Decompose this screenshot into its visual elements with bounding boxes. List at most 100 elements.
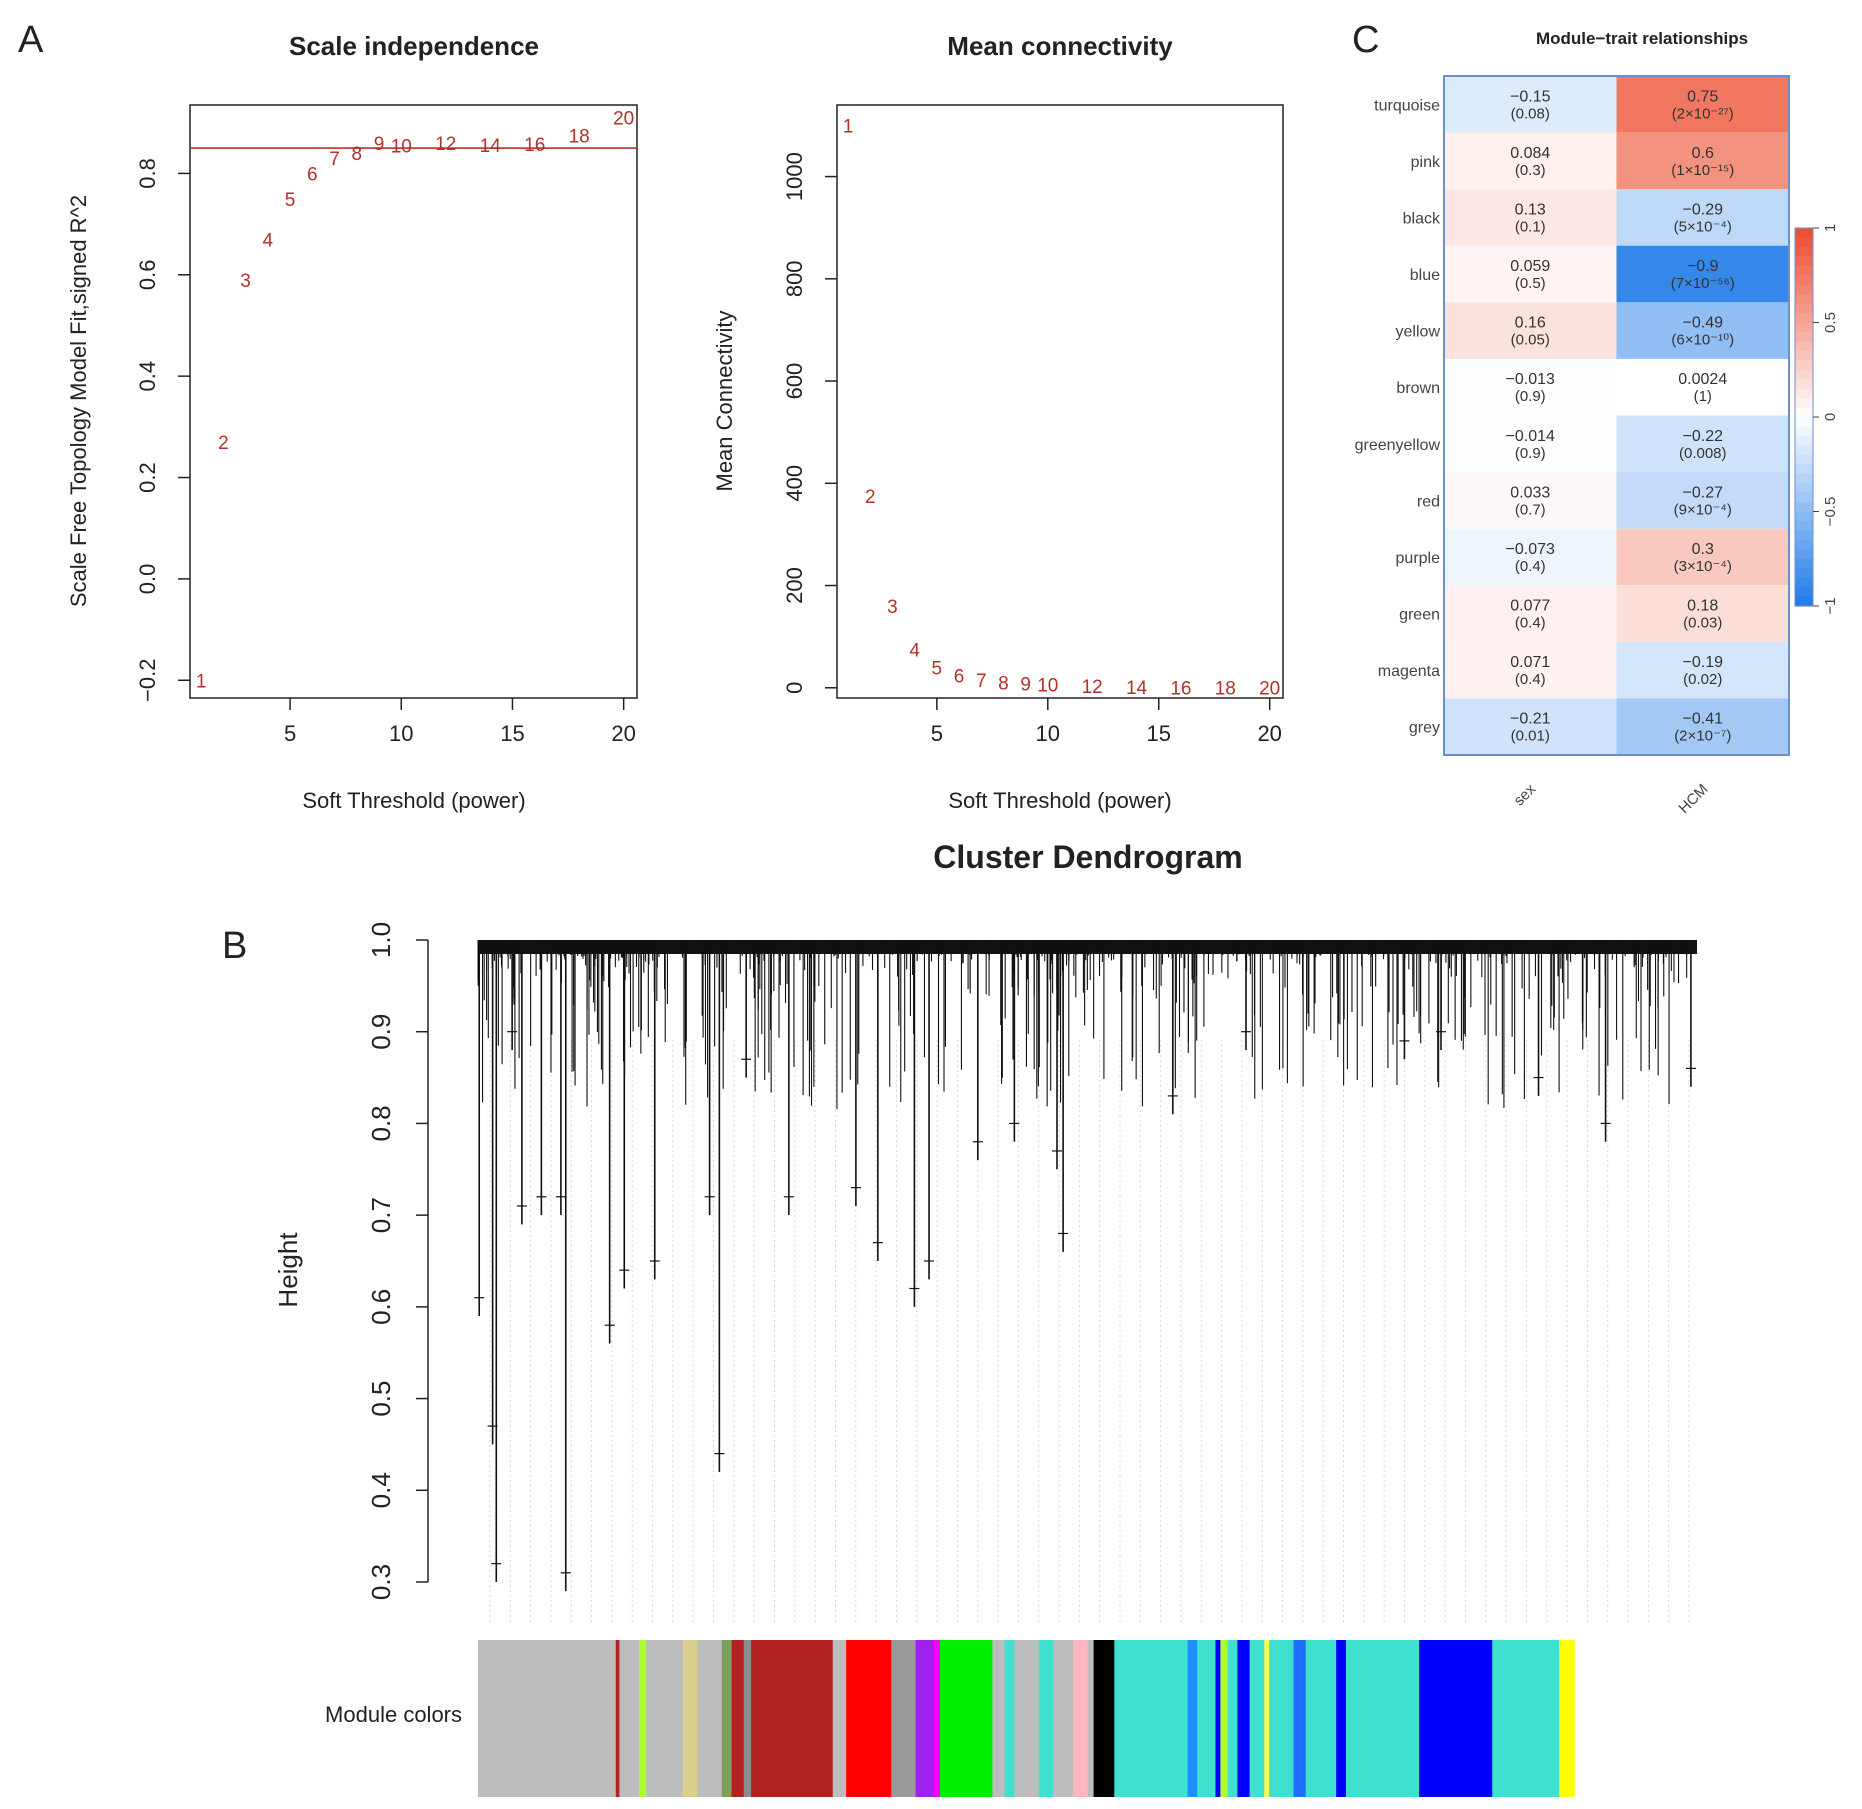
scale-independence-point-label: 12: [435, 134, 456, 155]
colorbar-segment: [1795, 388, 1813, 399]
module-colors-label: Module colors: [325, 1702, 462, 1727]
scale-independence-title: Scale independence: [289, 31, 539, 61]
heatmap-cell-pvalue: (0.1): [1515, 218, 1546, 235]
heatmap-column-label: HCM: [1675, 781, 1711, 817]
scale-independence-ytick-label: −0.2: [135, 659, 160, 702]
mean-connectivity-point-label: 4: [909, 640, 920, 661]
heatmap-cell: [1616, 641, 1789, 699]
heatmap-cell: [1616, 132, 1789, 190]
colorbar-segment: [1795, 426, 1813, 437]
heatmap-cell-value: 0.13: [1515, 201, 1546, 218]
heatmap-cell-pvalue: (0.4): [1515, 615, 1546, 632]
heatmap-cell-value: −0.013: [1506, 371, 1555, 388]
mean-connectivity-xlabel: Soft Threshold (power): [948, 788, 1171, 813]
module-color-segment: [1072, 1640, 1089, 1797]
module-color-segment: [1215, 1640, 1222, 1797]
module-color-segment: [1014, 1640, 1040, 1797]
scale-independence-ytick-label: 0.4: [135, 361, 160, 392]
colorbar-segment: [1795, 435, 1813, 446]
heatmap-cell-pvalue: (2×10⁻⁷): [1674, 728, 1731, 745]
cluster-dendrogram-chart: Cluster Dendrogram Height 0.30.40.50.60.…: [273, 839, 1697, 1797]
mean-connectivity-xtick-label: 10: [1036, 721, 1060, 746]
heatmap-cell-pvalue: (0.4): [1515, 671, 1546, 688]
colorbar-segment: [1795, 568, 1813, 579]
heatmap-cell: [1616, 76, 1789, 133]
heatmap-cell: [1616, 415, 1789, 473]
scale-independence-xtick-label: 15: [500, 721, 524, 746]
colorbar-segment: [1795, 369, 1813, 380]
module-trait-title: Module−trait relationships: [1536, 29, 1748, 48]
scale-independence-point-label: 1: [196, 671, 207, 692]
mean-connectivity-xtick-label: 15: [1146, 721, 1170, 746]
heatmap-cell: [1616, 245, 1789, 303]
module-color-segment: [846, 1640, 893, 1797]
heatmap-cell-value: −0.49: [1683, 315, 1724, 332]
module-color-segment: [1220, 1640, 1229, 1797]
heatmap-cell: [1444, 698, 1617, 755]
scale-independence-point-label: 6: [307, 164, 318, 185]
heatmap-cell-pvalue: (2×10⁻²⁷): [1672, 105, 1734, 122]
heatmap-cell: [1444, 76, 1617, 133]
heatmap-cell-value: 0.071: [1510, 654, 1550, 671]
heatmap-cell-pvalue: (1): [1694, 388, 1712, 405]
module-trait-heatmap: Module−trait relationships −0.15(0.08) 0.…: [1355, 29, 1839, 817]
colorbar-segment: [1795, 549, 1813, 560]
dendrogram-ytick-label: 1.0: [366, 922, 396, 958]
mean-connectivity-point-label: 3: [887, 597, 898, 618]
colorbar-segment: [1795, 294, 1813, 305]
colorbar-segment: [1795, 577, 1813, 588]
heatmap-cell-value: 0.6: [1692, 145, 1714, 162]
module-color-segment: [743, 1640, 752, 1797]
module-color-segment: [1305, 1640, 1337, 1797]
heatmap-cell-value: 0.084: [1510, 145, 1550, 162]
heatmap-cell-pvalue: (0.7): [1515, 501, 1546, 518]
scale-independence-ytick-label: 0.2: [135, 462, 160, 493]
scale-independence-point-label: 9: [374, 134, 385, 155]
mean-connectivity-frame: [836, 104, 1284, 699]
scale-independence-frame: [189, 104, 638, 699]
heatmap-cell-value: 0.0024: [1678, 371, 1727, 388]
heatmap-column-labels: sex HCM: [1511, 780, 1712, 817]
heatmap-row-label: grey: [1409, 720, 1440, 737]
module-color-segment: [1237, 1640, 1251, 1797]
module-color-segment: [619, 1640, 640, 1797]
module-color-segment: [1559, 1640, 1575, 1797]
colorbar-tick-label: −0.5: [1822, 497, 1839, 527]
heatmap-cell-value: −0.073: [1506, 541, 1555, 558]
colorbar-segment: [1795, 331, 1813, 342]
module-color-segment: [992, 1640, 1006, 1797]
heatmap-colorbar: 1 0.5 0 −0.5 −1: [1794, 224, 1839, 615]
colorbar-segment: [1795, 464, 1813, 475]
mean-connectivity-ytick-label: 800: [782, 260, 807, 297]
module-color-segment: [731, 1640, 745, 1797]
dendrogram-ytick-label: 0.9: [366, 1014, 396, 1050]
heatmap-cell-value: 0.16: [1515, 315, 1546, 332]
mean-connectivity-point-label: 12: [1082, 677, 1103, 698]
mean-connectivity-chart: Mean connectivity Soft Threshold (power)…: [712, 31, 1284, 813]
heatmap-cell-pvalue: (7×10⁻⁵⁶): [1671, 275, 1735, 292]
module-color-segment: [891, 1640, 917, 1797]
heatmap-cell-pvalue: (0.02): [1683, 671, 1722, 688]
colorbar-segment: [1795, 520, 1813, 531]
colorbar-segment: [1795, 483, 1813, 494]
module-colors-bar: [478, 1640, 1575, 1797]
module-color-segment: [638, 1640, 648, 1797]
heatmap-cell-value: 0.75: [1687, 88, 1718, 105]
scale-independence-point-label: 8: [352, 144, 363, 165]
mean-connectivity-ytick-label: 200: [782, 567, 807, 604]
mean-connectivity-point-label: 14: [1126, 678, 1148, 699]
module-color-segment: [1492, 1640, 1561, 1797]
heatmap-cell-pvalue: (0.08): [1511, 105, 1550, 122]
heatmap-cell-value: −0.21: [1510, 711, 1551, 728]
panel-letter-a: A: [18, 19, 44, 61]
heatmap-cell: [1616, 698, 1789, 755]
heatmap-row-labels: turquoise pink black blue yellow brown greenye…: [1355, 97, 1441, 736]
scale-independence-point-label: 18: [569, 126, 590, 147]
module-color-segment: [933, 1640, 941, 1797]
heatmap-cell: [1444, 245, 1617, 303]
mean-connectivity-point-label: 18: [1215, 678, 1236, 699]
module-color-segment: [1269, 1640, 1295, 1797]
mean-connectivity-point-label: 1: [843, 116, 854, 137]
scale-independence-ytick-label: 0.0: [135, 564, 160, 595]
